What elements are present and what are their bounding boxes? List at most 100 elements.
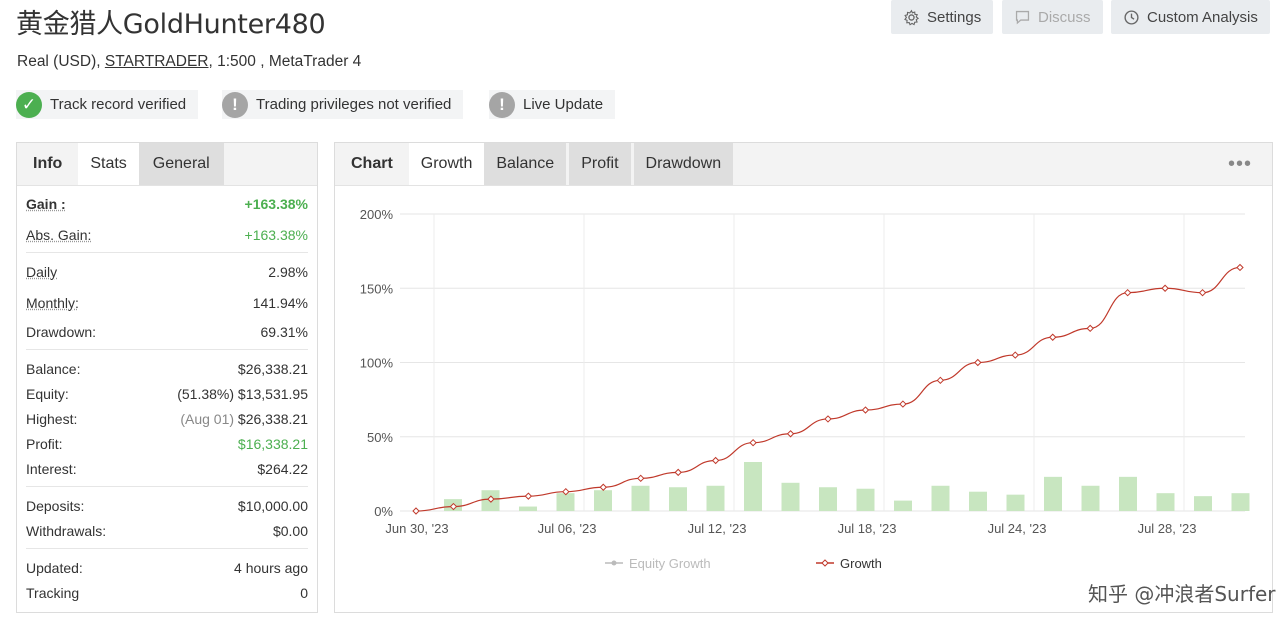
- growth-point: [824, 415, 832, 423]
- stat-drawdown: Drawdown: 69.31%: [26, 319, 308, 344]
- bar: [1006, 494, 1025, 511]
- tab-stats[interactable]: Stats: [78, 143, 139, 185]
- equity-amount: $13,531.95: [237, 385, 308, 402]
- stat-label[interactable]: Monthly:: [26, 294, 79, 311]
- check-icon: ✓: [16, 91, 42, 118]
- y-tick-label: 150%: [360, 281, 394, 296]
- stat-value: $16,338.21: [237, 435, 308, 452]
- growth-point: [1086, 324, 1094, 333]
- growth-point: [936, 376, 945, 385]
- growth-line: [415, 266, 1241, 512]
- tab-general[interactable]: General: [138, 143, 224, 185]
- stat-profit: Profit: $16,338.21: [26, 431, 308, 456]
- stat-value: (51.38%) $13,531.95: [177, 386, 308, 402]
- stat-deposits: Deposits: $10,000.00: [26, 493, 308, 518]
- bar: [594, 490, 612, 511]
- stat-value: $0.00: [272, 522, 308, 539]
- stat-balance: Balance: $26,338.21: [26, 356, 308, 381]
- stats-tabs: Info Stats General: [17, 143, 317, 186]
- bar: [631, 485, 650, 511]
- stat-value: 4 hours ago: [234, 559, 308, 576]
- settings-button[interactable]: Settings: [891, 0, 994, 34]
- stat-label: Drawdown:: [26, 323, 97, 340]
- stat-daily: Daily 2.98%: [26, 259, 308, 284]
- legend-equity-marker: [611, 560, 617, 566]
- growth-point: [1049, 333, 1057, 341]
- stat-label: Balance:: [26, 360, 81, 377]
- stat-withdrawals: Withdrawals: $0.00: [26, 518, 308, 543]
- stat-value: +163.38%: [244, 195, 308, 212]
- growth-point: [711, 456, 720, 465]
- tab-profit[interactable]: Profit: [569, 143, 631, 185]
- stat-tracking: Tracking 0: [26, 580, 308, 605]
- x-tick-label: Jul 28, '23: [1138, 521, 1197, 536]
- growth-point: [1161, 284, 1169, 292]
- page-title: 黄金猎人GoldHunter480: [16, 9, 326, 40]
- bar: [744, 461, 762, 511]
- growth-point: [637, 474, 645, 483]
- growth-point: [599, 483, 607, 491]
- tab-growth[interactable]: Growth: [408, 143, 485, 185]
- stat-updated: Updated: 4 hours ago: [26, 555, 308, 580]
- stat-abs-gain: Abs. Gain: +163.38%: [26, 222, 308, 247]
- tab-balance[interactable]: Balance: [484, 143, 567, 185]
- legend-equity-label: Equity Growth: [629, 556, 711, 571]
- bar: [856, 488, 875, 511]
- stat-equity: Equity: (51.38%) $13,531.95: [26, 381, 308, 406]
- growth-point: [1198, 288, 1207, 297]
- stat-value: 2.98%: [268, 263, 308, 280]
- stat-label: Withdrawals:: [26, 522, 107, 539]
- tab-drawdown[interactable]: Drawdown: [633, 143, 734, 185]
- live-update-badge: ! Live Update: [489, 90, 616, 119]
- highest-date: (Aug 01): [180, 410, 235, 427]
- settings-label: Settings: [927, 8, 982, 26]
- highest-amount: $26,338.21: [237, 410, 308, 427]
- badge-label: Track record verified: [50, 96, 187, 113]
- chart-panel: Chart Growth Balance Profit Drawdown •••…: [334, 142, 1273, 613]
- stat-value: 0: [300, 584, 308, 601]
- exclamation-icon: !: [222, 91, 248, 118]
- growth-point: [1236, 263, 1244, 272]
- growth-point: [1011, 351, 1019, 359]
- bar: [781, 482, 800, 511]
- discuss-button[interactable]: Discuss: [1002, 0, 1103, 34]
- growth-point: [861, 406, 870, 414]
- stat-value: (Aug 01) $26,338.21: [180, 411, 308, 427]
- clock-icon: [1124, 9, 1139, 25]
- watermark: 知乎 @冲浪者Surfer: [1088, 582, 1276, 606]
- stat-value: $26,338.21: [237, 360, 308, 377]
- growth-point: [974, 358, 982, 367]
- stat-label: Profit:: [26, 435, 63, 452]
- x-tick-label: Jun 30, '23: [385, 521, 448, 536]
- bar: [969, 491, 987, 511]
- y-tick-label: 100%: [360, 356, 394, 371]
- growth-point: [449, 502, 458, 511]
- track-record-badge: ✓ Track record verified: [16, 90, 199, 119]
- stat-label: Equity:: [26, 385, 69, 402]
- x-tick-label: Jul 06, '23: [538, 521, 597, 536]
- y-tick-label: 200%: [360, 207, 394, 222]
- equity-percent: (51.38%): [177, 385, 235, 402]
- stat-label[interactable]: Abs. Gain:: [26, 226, 92, 243]
- bar: [1044, 476, 1062, 511]
- stats-list: Gain : +163.38% Abs. Gain: +163.38% Daily 2…: [17, 186, 317, 605]
- stat-label[interactable]: Gain :: [26, 195, 66, 212]
- growth-point: [749, 438, 757, 447]
- stat-label: Updated:: [26, 559, 83, 576]
- growth-point: [899, 400, 907, 408]
- account-type: Real (USD),: [17, 53, 105, 70]
- bar: [819, 487, 837, 511]
- bar: [1119, 476, 1137, 511]
- broker-link[interactable]: STARTRADER: [104, 53, 209, 70]
- account-subtitle: Real (USD), STARTRADER, 1:500 , MetaTrad…: [17, 53, 361, 71]
- bar: [1156, 493, 1175, 511]
- badge-label: Trading privileges not verified: [256, 96, 452, 113]
- stat-label[interactable]: Daily: [26, 263, 58, 280]
- growth-point: [786, 430, 795, 438]
- bar: [1231, 493, 1250, 511]
- discuss-label: Discuss: [1038, 8, 1091, 26]
- more-options-icon[interactable]: •••: [1227, 153, 1252, 175]
- custom-analysis-button[interactable]: Custom Analysis: [1111, 0, 1270, 34]
- legend-growth-marker: [821, 559, 829, 567]
- badge-label: Live Update: [523, 96, 604, 113]
